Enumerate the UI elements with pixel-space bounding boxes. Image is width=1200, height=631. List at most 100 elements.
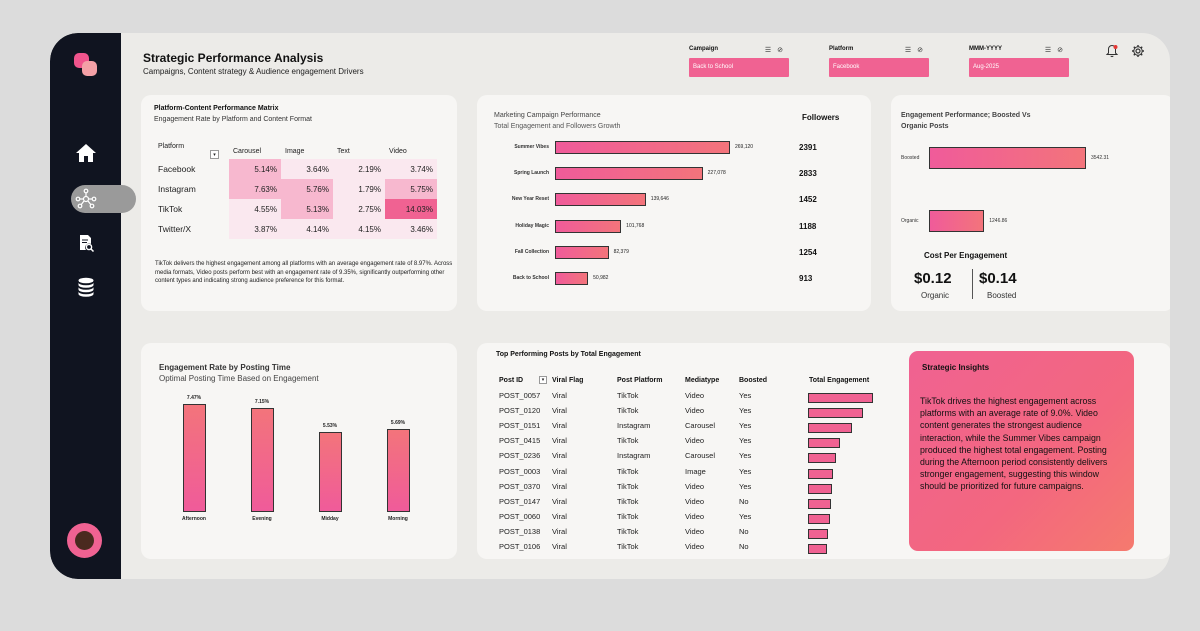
campaign-engagement-bar[interactable] — [555, 245, 609, 259]
platform-cell: TikTok — [617, 526, 639, 536]
settings-gear-icon[interactable] — [1131, 44, 1145, 58]
boosted-cell: Yes — [739, 466, 752, 476]
campaign-engagement-bar[interactable] — [555, 193, 646, 207]
viral-flag-cell: Viral — [552, 391, 567, 400]
clear-filter-icon[interactable]: ⊘ — [917, 47, 929, 54]
matrix-cell: 3.87% — [229, 219, 281, 239]
table-row[interactable]: POST_0370 Viral TikTok Video Yes — [477, 482, 877, 497]
table-row[interactable]: POST_0415 Viral TikTok Video Yes — [477, 436, 877, 451]
multi-select-icon[interactable]: ☰ — [764, 47, 778, 54]
month-filter-value[interactable]: Aug-2025 — [969, 58, 1069, 77]
page-subtitle: Campaigns, Content strategy & Audience e… — [143, 67, 364, 76]
matrix-col-header: Video — [389, 147, 407, 155]
nav-report-button[interactable] — [68, 225, 104, 261]
total-engagement-bar — [808, 483, 833, 494]
matrix-cell: 2.19% — [333, 159, 385, 179]
table-row[interactable]: POST_0057 Viral TikTok Video Yes — [477, 391, 877, 406]
clear-filter-icon[interactable]: ⊘ — [777, 47, 789, 54]
clear-filter-icon[interactable]: ⊘ — [1057, 47, 1069, 54]
nav-database-button[interactable] — [68, 269, 104, 305]
total-engagement-bar — [808, 453, 836, 464]
campaign-filter-label: Campaign — [689, 46, 719, 52]
boosted-cell: Yes — [739, 391, 752, 400]
total-engagement-bar — [808, 513, 831, 524]
mediatype-cell: Video — [685, 391, 705, 400]
campaign-followers-value: 2391 — [799, 143, 817, 152]
table-row[interactable]: POST_0106 Viral TikTok Video No — [477, 542, 877, 557]
campaign-filter-value[interactable]: Back to School — [689, 58, 789, 77]
mediatype-cell: Image — [685, 466, 706, 476]
posts-col-platform: Post Platform — [617, 377, 663, 384]
posts-col-viral-flag: Viral Flag — [552, 377, 584, 384]
viral-flag-cell: Viral — [552, 436, 567, 446]
nav-home-button[interactable] — [68, 135, 104, 171]
multi-select-icon[interactable]: ☰ — [1044, 47, 1058, 54]
boosted-title-line1: Engagement Performance; Boosted Vs — [901, 112, 1031, 119]
campaign-engagement-bar[interactable] — [555, 272, 589, 285]
campaign-engagement-bar[interactable] — [555, 141, 730, 154]
post-id-cell: POST_0060 — [499, 511, 541, 521]
table-row[interactable]: POST_0138 Viral TikTok Video No — [477, 527, 877, 542]
user-avatar[interactable] — [67, 523, 102, 558]
boosted-cell: Yes — [739, 421, 752, 431]
campaign-engagement-bar[interactable] — [555, 167, 703, 181]
platform-cell: TikTok — [617, 542, 639, 551]
nav-network-button[interactable] — [68, 181, 104, 217]
platform-filter-label: Platform — [829, 46, 854, 52]
table-row[interactable]: POST_0060 Viral TikTok Video Yes — [477, 512, 877, 527]
post-id-cell: POST_0370 — [499, 481, 541, 491]
notification-bell-icon[interactable] — [1105, 44, 1119, 58]
viral-flag-cell: Viral — [552, 421, 567, 431]
campaign-followers-value: 913 — [799, 274, 813, 283]
column-filter-icon[interactable]: ▾ — [210, 150, 219, 159]
boosted-title-line2: Organic Posts — [901, 123, 949, 130]
campaign-followers-value: 1254 — [799, 247, 817, 257]
platform-cell: Instagram — [617, 421, 651, 431]
platform-cell: TikTok — [617, 436, 639, 446]
posts-col-mediatype: Mediatype — [685, 377, 720, 384]
followers-header: Followers — [802, 113, 840, 122]
matrix-cell: 3.46% — [385, 219, 437, 239]
campaign-followers-value: 2833 — [799, 169, 817, 179]
total-engagement-bar — [808, 544, 827, 554]
posting-time-category-label: Morning — [388, 516, 408, 522]
posting-time-card: Engagement Rate by Posting Time Optimal … — [141, 343, 457, 559]
post-id-cell: POST_0003 — [499, 466, 541, 476]
table-row[interactable]: POST_0003 Viral TikTok Image Yes — [477, 467, 877, 482]
campaign-engagement-bar[interactable] — [555, 219, 622, 233]
boosted-engagement-bar[interactable] — [929, 210, 985, 232]
posts-col-post-id: Post ID — [499, 377, 524, 384]
posting-time-bar[interactable] — [319, 431, 342, 512]
campaign-label: Holiday Magic — [515, 222, 549, 229]
mediatype-cell: Carousel — [685, 451, 716, 461]
table-row[interactable]: POST_0151 Viral Instagram Carousel Yes — [477, 421, 877, 436]
boosted-engagement-bar[interactable] — [929, 147, 1086, 169]
viral-flag-cell: Viral — [552, 511, 567, 521]
column-filter-icon[interactable]: ▾ — [539, 376, 547, 384]
posting-time-bar[interactable] — [387, 429, 410, 512]
post-id-cell: POST_0147 — [499, 496, 541, 506]
matrix-insight-note: TikTok delivers the highest engagement a… — [155, 261, 453, 284]
viral-flag-cell: Viral — [552, 542, 567, 551]
posting-time-bar[interactable] — [183, 403, 206, 512]
multi-select-icon[interactable]: ☰ — [904, 47, 918, 54]
table-row[interactable]: POST_0120 Viral TikTok Video Yes — [477, 406, 877, 421]
table-row[interactable]: POST_0147 Viral TikTok Video No — [477, 497, 877, 512]
posting-time-bar[interactable] — [251, 408, 274, 512]
platform-cell: TikTok — [617, 511, 639, 521]
matrix-cell: 5.14% — [229, 159, 281, 179]
posting-time-value-label: 5.69% — [390, 420, 406, 427]
mediatype-cell: Video — [685, 511, 705, 521]
matrix-row: Twitter/X 3.87% 4.14% 4.15% 3.46% — [154, 219, 437, 239]
platform-filter-value[interactable]: Facebook — [829, 58, 929, 77]
boosted-cell: Yes — [739, 406, 752, 416]
platform-cell: Instagram — [617, 451, 651, 461]
dashboard-frame: Strategic Performance Analysis Campaigns… — [50, 33, 1170, 579]
boosted-row-label: Boosted — [901, 155, 920, 161]
boosted-engagement-value: 3542.31 — [1091, 155, 1110, 161]
posting-time-subtitle: Optimal Posting Time Based on Engagement — [159, 374, 319, 383]
matrix-cell: 4.55% — [229, 199, 281, 219]
campaign-subtitle: Total Engagement and Followers Growth — [494, 123, 621, 130]
matrix-platform-label: Instagram — [158, 184, 196, 194]
table-row[interactable]: POST_0236 Viral Instagram Carousel Yes — [477, 451, 877, 466]
